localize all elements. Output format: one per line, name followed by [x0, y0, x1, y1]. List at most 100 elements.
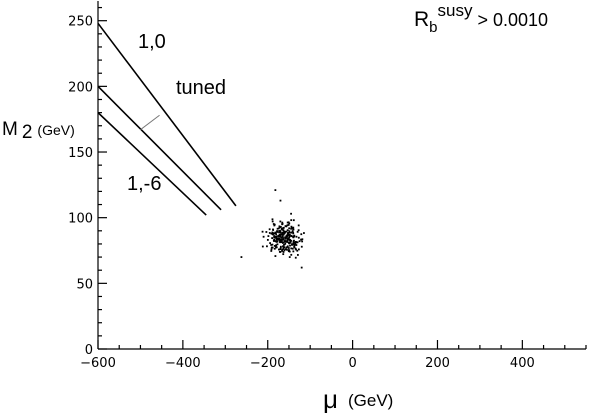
line-label-tuned: tuned [176, 77, 226, 99]
scatter-point [292, 231, 294, 234]
x-tick-label: 400 [510, 356, 535, 371]
scatter-point [282, 226, 285, 229]
scatter-point [287, 221, 290, 224]
scatter-point [276, 230, 278, 232]
scatter-point [279, 230, 282, 232]
scatter-point [273, 223, 276, 226]
scatter-point [240, 256, 243, 258]
scatter-point [292, 241, 295, 244]
scatter-point [292, 242, 295, 245]
fine-tuning-lines [97, 22, 237, 216]
scatter-point [287, 232, 290, 234]
scatter-point [289, 239, 292, 242]
scatter-point [270, 232, 273, 235]
scatter-point [294, 247, 297, 250]
scatter-point [290, 225, 293, 228]
scatter-point [287, 249, 290, 252]
scatter-point [291, 247, 294, 250]
scatter-point [281, 222, 284, 225]
scatter-point [275, 235, 278, 238]
scatter-point [281, 227, 284, 230]
scatter-point [294, 241, 296, 244]
scatter-point [279, 226, 282, 228]
scatter-point [284, 225, 287, 227]
plot-frame [97, 1, 586, 350]
line-label-1-6: 1,-6 [127, 173, 161, 195]
scatter-point [288, 230, 291, 233]
scatter-point [287, 250, 290, 253]
scatter-point [281, 221, 284, 224]
y-label-subscript: 2 [22, 122, 33, 143]
scatter-point [279, 220, 282, 223]
scatter-point [288, 236, 291, 239]
scatter-point [295, 244, 298, 246]
y-label-unit: (GeV) [37, 122, 74, 138]
scatter-point [272, 223, 275, 225]
scatter-point [288, 227, 291, 230]
scatter-point [293, 246, 296, 249]
scatter-point [284, 242, 287, 245]
x-axis-label: μ (GeV) [323, 384, 393, 414]
scatter-point [286, 224, 289, 227]
scatter-point [279, 241, 281, 244]
scatter-point [290, 247, 293, 250]
scatter-point [290, 227, 292, 230]
y-axis-label: M 2 (GeV) [2, 119, 75, 143]
scatter-point [288, 222, 291, 225]
scatter-point [290, 253, 293, 256]
scatter-point [274, 189, 277, 192]
scatter-point [296, 241, 299, 244]
tuning-line-1 [97, 22, 237, 207]
scatter-point [271, 231, 274, 234]
scatter-point [276, 243, 279, 246]
scatter-point [282, 253, 285, 256]
scatter-point [295, 248, 297, 251]
scatter-point [286, 240, 289, 243]
scatter-point [303, 232, 305, 234]
scatter-point [274, 231, 277, 234]
scatter-point [300, 266, 303, 269]
scatter-point [261, 245, 264, 248]
scatter-point [296, 254, 299, 256]
tick-labels: −600 −400 −200 0 200 400 0 50 100 150 200 250 [68, 15, 535, 371]
title-main: R [414, 8, 429, 31]
scatter-point [281, 250, 283, 252]
scatter-point [273, 235, 276, 237]
scatter-point [276, 240, 279, 243]
x-tick-label: 200 [425, 356, 450, 371]
scatter-point [270, 250, 273, 252]
scatter-point [288, 233, 291, 236]
scatter-point [282, 229, 285, 232]
scatter-point [284, 248, 287, 251]
scatter-point [288, 231, 291, 234]
scatter-point [296, 230, 299, 233]
scatter-point [280, 240, 283, 243]
x-tick-label: −400 [165, 356, 201, 371]
scatter-point [275, 246, 278, 249]
scatter-point [278, 238, 281, 240]
scatter-point [272, 232, 275, 235]
scatter-point [261, 230, 264, 233]
x-tick-label: −600 [80, 356, 116, 371]
scatter-point [281, 232, 284, 235]
scatter-point [278, 231, 280, 234]
scatter-point [275, 240, 278, 243]
scatter-point [288, 250, 291, 253]
scatter-point [290, 231, 293, 234]
scatter-point [275, 244, 278, 247]
scatter-point [279, 248, 282, 250]
scatter-point [273, 236, 276, 239]
scatter-point [280, 228, 283, 231]
scatter-point [283, 243, 286, 246]
scatter-point [278, 235, 281, 238]
scatter-point [289, 241, 292, 244]
scatter-point [288, 242, 290, 245]
scatter-point [298, 240, 301, 243]
scatter-point [300, 238, 302, 241]
tuned-pointer-line [140, 114, 160, 131]
scatter-point [300, 245, 303, 248]
scatter-point [285, 230, 288, 233]
scatter-point [287, 224, 290, 226]
scatter-point [288, 235, 291, 238]
scatter-point [279, 199, 282, 202]
